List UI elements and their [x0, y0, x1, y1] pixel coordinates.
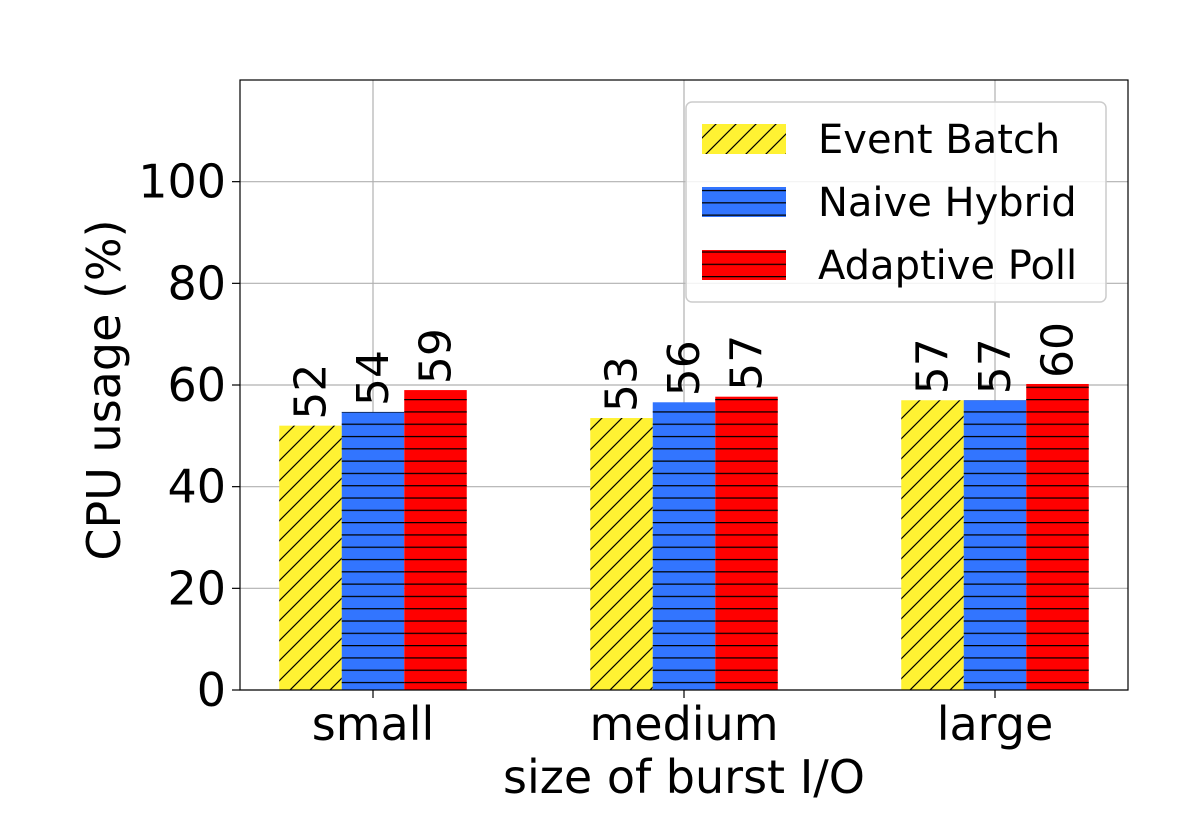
- bar-hatch: [1026, 383, 1089, 690]
- data-label: 52: [286, 364, 337, 420]
- legend: Event Batch Naive Hybrid Adaptive Poll: [685, 101, 1107, 303]
- bar-hatch: [715, 396, 778, 690]
- data-label: 59: [411, 328, 462, 384]
- y-tick-label: 60: [167, 358, 226, 412]
- x-tick-label: medium: [589, 697, 778, 751]
- data-label: 53: [597, 356, 648, 412]
- data-label: 57: [908, 338, 959, 394]
- y-axis-label: CPU usage (%): [77, 219, 131, 560]
- bar-hatch: [404, 390, 467, 690]
- bar-hatch: [279, 425, 342, 690]
- bar-hatch: [963, 400, 1027, 690]
- bar-hatch: [652, 402, 716, 690]
- data-label: 57: [722, 335, 773, 391]
- y-tick-label: 20: [167, 561, 226, 615]
- data-label: 60: [1033, 322, 1084, 378]
- data-label: 56: [659, 340, 710, 396]
- legend-entry: Event Batch: [818, 117, 1060, 163]
- x-tick-label: large: [937, 697, 1054, 751]
- y-tick-label: 100: [138, 155, 226, 209]
- x-axis-label: size of burst I/O: [503, 750, 865, 804]
- x-tick-label: small: [312, 697, 435, 751]
- legend-entry: Adaptive Poll: [818, 243, 1077, 289]
- legend-box: [685, 101, 1107, 303]
- data-label: 54: [348, 350, 399, 406]
- y-tick-label: 40: [167, 460, 226, 514]
- axis-ticks: 0 20 40 60 80 100 small medium large: [138, 155, 1053, 751]
- bar-hatch: [590, 418, 653, 690]
- data-label: 57: [970, 338, 1021, 394]
- legend-swatch-hatch: [702, 124, 786, 154]
- bars: [279, 383, 1089, 690]
- legend-swatch-hatch: [702, 187, 786, 217]
- bar-hatch: [341, 411, 405, 690]
- y-tick-label: 80: [167, 256, 226, 310]
- legend-swatch-hatch: [702, 250, 786, 280]
- bar-hatch: [901, 400, 964, 690]
- y-tick-label: 0: [197, 663, 226, 717]
- legend-entry: Naive Hybrid: [818, 180, 1077, 226]
